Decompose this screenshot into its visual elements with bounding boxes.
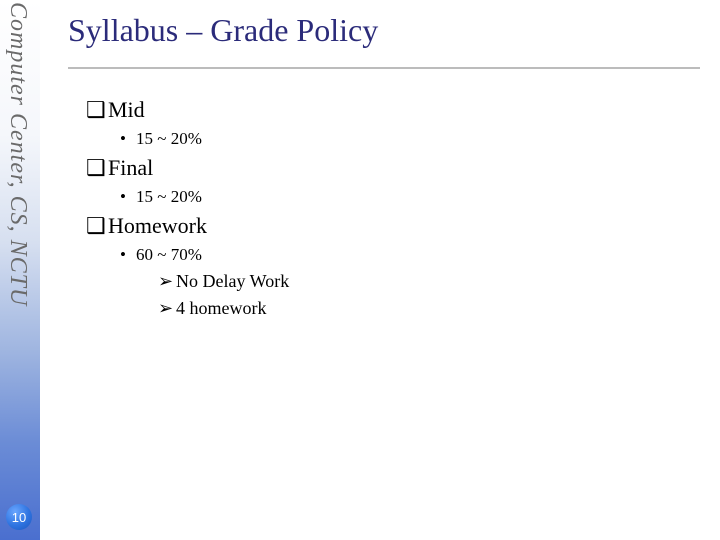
slide-title: Syllabus – Grade Policy	[68, 12, 700, 65]
item-homework: ❑Homework	[86, 213, 700, 239]
arrow-bullet-icon: ➢	[158, 298, 176, 319]
item-mid-label: Mid	[108, 97, 145, 122]
title-underline	[68, 67, 700, 69]
dot-bullet-icon: •	[120, 129, 136, 149]
slide-content: Syllabus – Grade Policy ❑Mid •15 ~ 20% ❑…	[68, 12, 700, 321]
slide-number-badge: 10	[6, 504, 32, 530]
arrow-bullet-icon: ➢	[158, 271, 176, 292]
square-bullet-icon: ❑	[86, 157, 108, 179]
dot-bullet-icon: •	[120, 245, 136, 265]
item-homework-sub2-text: 4 homework	[176, 298, 266, 318]
item-final-detail: •15 ~ 20%	[120, 187, 700, 207]
item-final-detail-text: 15 ~ 20%	[136, 187, 202, 206]
item-homework-detail-text: 60 ~ 70%	[136, 245, 202, 264]
item-mid-detail-text: 15 ~ 20%	[136, 129, 202, 148]
item-mid: ❑Mid	[86, 97, 700, 123]
item-homework-sub2: ➢4 homework	[158, 298, 700, 319]
item-homework-sub1: ➢No Delay Work	[158, 271, 700, 292]
dot-bullet-icon: •	[120, 187, 136, 207]
item-final-label: Final	[108, 155, 153, 180]
item-mid-detail: •15 ~ 20%	[120, 129, 700, 149]
slide-body: ❑Mid •15 ~ 20% ❑Final •15 ~ 20% ❑Homewor…	[86, 97, 700, 319]
square-bullet-icon: ❑	[86, 99, 108, 121]
item-final: ❑Final	[86, 155, 700, 181]
item-homework-sub1-text: No Delay Work	[176, 271, 289, 291]
item-homework-label: Homework	[108, 213, 207, 238]
item-homework-detail: •60 ~ 70%	[120, 245, 700, 265]
square-bullet-icon: ❑	[86, 215, 108, 237]
sidebar-label: Computer Center, CS, NCTU	[4, 2, 31, 306]
